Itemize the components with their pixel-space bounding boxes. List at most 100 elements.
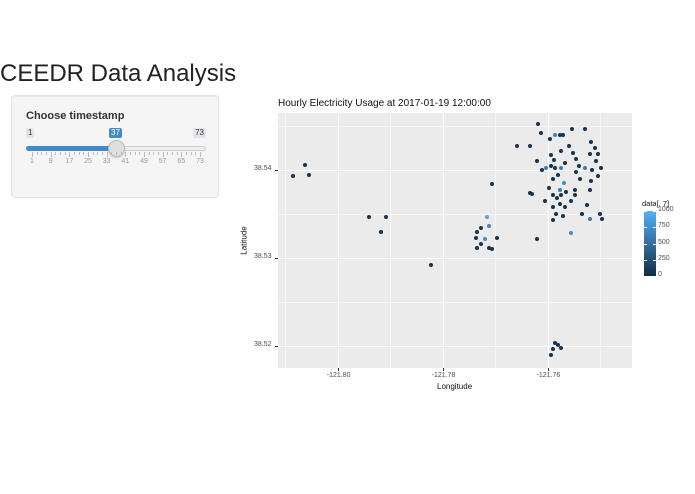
data-point — [558, 192, 563, 197]
data-point — [550, 218, 555, 223]
x-tick-label: -121.76 — [536, 372, 561, 379]
data-point — [558, 148, 563, 153]
slider-minor-tick — [120, 152, 122, 155]
gridline-major-x — [547, 113, 549, 368]
data-point — [562, 181, 567, 186]
slider-minor-tick — [55, 152, 57, 155]
gridline-major-y — [278, 346, 632, 348]
data-point — [569, 126, 574, 131]
data-point — [599, 216, 604, 221]
data-point — [578, 176, 583, 181]
legend-tick-left — [644, 227, 647, 229]
data-point — [558, 166, 563, 171]
data-point — [563, 190, 568, 195]
data-point — [590, 168, 595, 173]
data-point — [539, 168, 544, 173]
slider-minor-tick — [74, 152, 75, 155]
slider-tick — [50, 152, 52, 157]
scatter-plot: Hourly Electricity Usage at 2017-01-19 1… — [240, 95, 695, 395]
data-point — [583, 166, 588, 171]
data-point — [570, 150, 575, 155]
sidebar-panel: Choose timestamp 1 73 37 1 9 17 25 33 41 49 57 6… — [11, 95, 219, 198]
data-point — [577, 163, 582, 168]
slider-tick — [125, 152, 127, 157]
data-point — [550, 205, 555, 210]
gridline-minor-x — [390, 113, 392, 368]
data-point — [482, 236, 487, 241]
slider-minor-tick — [41, 152, 43, 155]
slider-tick-label: 1 — [30, 158, 34, 165]
slider-label: Choose timestamp — [26, 110, 125, 122]
data-point — [429, 263, 434, 268]
data-point — [535, 159, 540, 164]
data-point — [543, 166, 548, 171]
legend-tick-right — [653, 211, 656, 212]
slider-minor-tick — [46, 152, 47, 155]
slider-minor-tick — [158, 152, 159, 155]
data-point — [542, 198, 547, 203]
timestamp-slider[interactable]: 1 73 37 1 9 17 25 33 41 49 57 65 73 — [26, 128, 206, 178]
slider-minor-tick — [172, 152, 173, 155]
slider-tick — [69, 152, 71, 157]
data-point — [536, 122, 541, 127]
y-tick-label: 38.54 — [254, 165, 272, 173]
data-point — [589, 178, 594, 183]
data-point — [484, 214, 489, 219]
data-point — [550, 346, 555, 351]
slider-minor-tick — [195, 152, 197, 155]
data-point — [486, 246, 491, 251]
gridline-major-y — [278, 258, 632, 260]
data-point — [303, 162, 308, 167]
slider-tick-label: 25 — [84, 158, 92, 165]
slider-tick — [144, 152, 145, 157]
data-point — [561, 213, 566, 218]
data-point — [561, 132, 566, 137]
gridline-major-x — [442, 113, 444, 368]
slider-grid: 1 9 17 25 33 41 49 57 65 73 — [30, 152, 204, 176]
y-tick-label: 38.52 — [254, 341, 272, 349]
data-point — [587, 187, 592, 192]
slider-minor-tick — [139, 152, 141, 155]
legend-tick-left — [644, 276, 647, 277]
slider-minor-tick — [176, 152, 178, 155]
app-title: CEEDR Data Analysis — [0, 60, 237, 87]
data-point — [550, 192, 555, 197]
data-point — [548, 352, 553, 357]
data-point — [367, 214, 372, 219]
y-tick-mark — [275, 346, 278, 348]
data-point — [592, 146, 597, 151]
slider-tick-label: 49 — [140, 158, 148, 165]
slider-minor-tick — [186, 152, 187, 155]
data-point — [383, 214, 388, 219]
data-point — [562, 161, 567, 166]
slider-minor-tick — [78, 152, 80, 155]
plot-title: Hourly Electricity Usage at 2017-01-19 1… — [278, 98, 491, 109]
slider-tick-label: 65 — [177, 158, 186, 165]
data-point — [539, 131, 544, 136]
slider-minor-tick — [148, 152, 150, 155]
data-point — [587, 152, 592, 157]
data-point — [549, 163, 554, 168]
x-axis-title: Longitude — [437, 382, 473, 391]
data-point — [587, 216, 592, 221]
legend-label: 1000 — [658, 206, 674, 213]
plot-panel — [278, 113, 632, 368]
data-point — [527, 191, 532, 196]
data-point — [574, 169, 579, 174]
slider-minor-tick — [134, 152, 136, 155]
gridline-minor-y — [278, 302, 632, 304]
data-point — [557, 188, 562, 193]
data-point — [596, 174, 601, 179]
data-point — [529, 191, 534, 196]
slider-bar — [26, 146, 116, 151]
gridline-minor-y — [278, 126, 632, 128]
legend-tick-left — [644, 243, 647, 245]
data-point — [566, 143, 571, 148]
y-tick-mark — [275, 170, 278, 172]
data-point — [574, 156, 579, 161]
gridline-minor-x — [600, 113, 601, 368]
data-point — [473, 235, 478, 240]
data-point — [593, 159, 598, 164]
data-point — [573, 192, 578, 197]
slider-tick-label: 17 — [65, 158, 74, 165]
